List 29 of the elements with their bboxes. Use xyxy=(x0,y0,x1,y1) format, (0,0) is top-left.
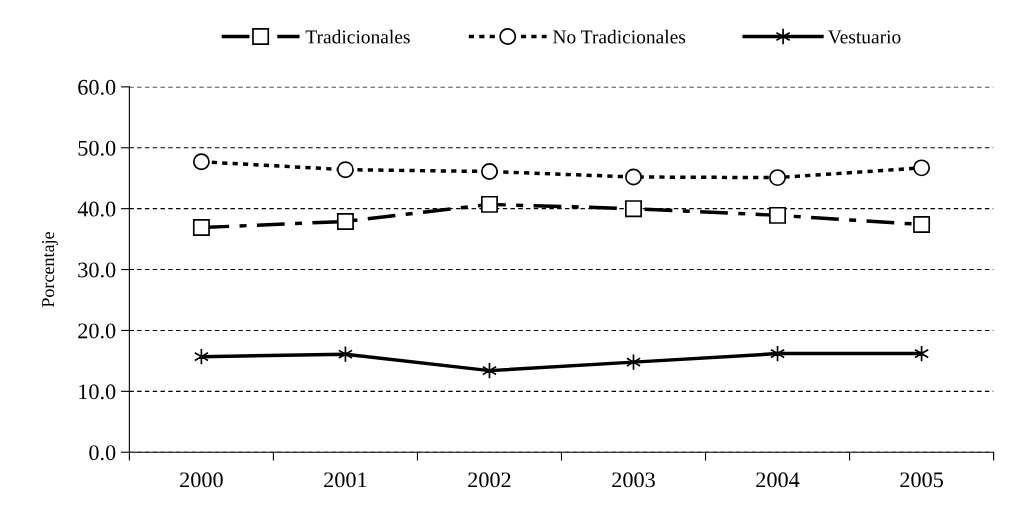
y-tick-label: 0.0 xyxy=(89,445,116,461)
point xyxy=(625,200,642,218)
x-tick-label: 2003 xyxy=(612,472,655,488)
point xyxy=(480,195,498,213)
legend-label: Tradicionales xyxy=(305,29,410,44)
legend-label: No Tradicionales xyxy=(552,29,686,44)
x-tick-label: 2002 xyxy=(468,472,511,488)
point xyxy=(769,169,787,187)
point xyxy=(913,216,931,233)
x-tick-label: 2004 xyxy=(756,472,800,488)
point xyxy=(336,212,354,230)
x-tick-label: 2001 xyxy=(324,472,367,488)
y-tick-label: 40.0 xyxy=(77,201,116,217)
y-axis-title: Porcentaje xyxy=(42,232,58,308)
x-tick-label: 2000 xyxy=(180,472,223,488)
y-tick-label: 50.0 xyxy=(78,140,116,156)
point xyxy=(192,153,210,171)
point xyxy=(913,159,931,177)
y-tick-label: 30.0 xyxy=(78,262,116,278)
point xyxy=(480,163,498,180)
y-tick-label: 10.0 xyxy=(79,384,116,400)
y-tick-label: 20.0 xyxy=(78,323,116,339)
point xyxy=(192,219,210,237)
point xyxy=(625,168,642,186)
point xyxy=(336,161,354,179)
point xyxy=(769,206,787,224)
legend-label: Vestuario xyxy=(828,30,901,44)
x-tick-label: 2005 xyxy=(900,472,943,488)
y-tick-label: 60.0 xyxy=(78,79,116,95)
